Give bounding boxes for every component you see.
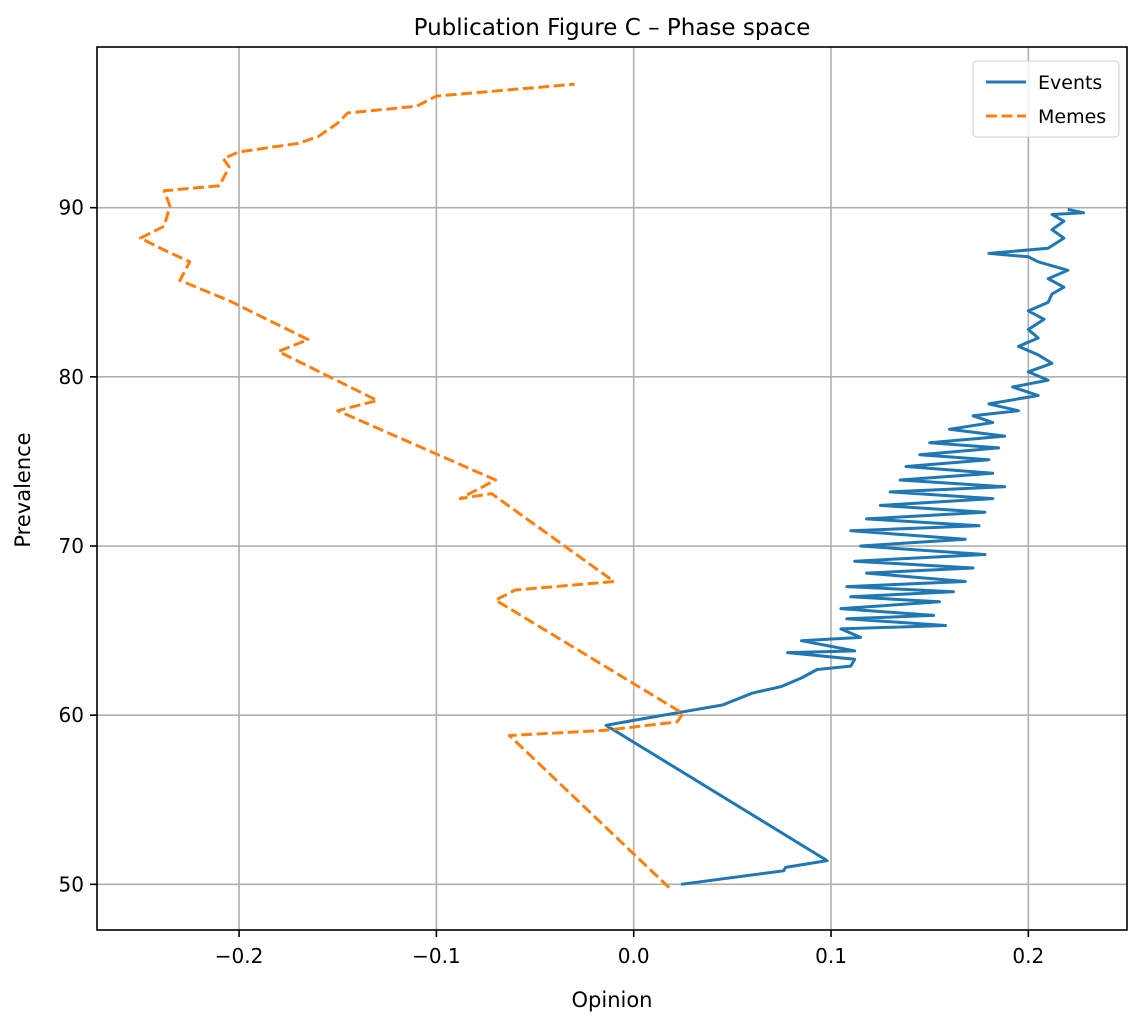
legend: Events Memes	[972, 60, 1120, 138]
chart-title: Publication Figure C – Phase space	[414, 15, 811, 41]
plot-frame	[96, 46, 1128, 931]
x-tick-label: 0.1	[815, 944, 847, 968]
x-tick-label: −0.2	[215, 944, 264, 968]
y-tick-label: 60	[59, 703, 84, 727]
series-line-memes	[138, 82, 685, 889]
y-tick-label: 50	[59, 872, 84, 896]
legend-label-events: Events	[1038, 72, 1102, 94]
y-tick-label: 90	[59, 196, 84, 220]
x-axis-label: Opinion	[572, 988, 653, 1012]
series-lines	[138, 82, 1086, 889]
x-tick-label: −0.1	[412, 944, 461, 968]
y-tick-label: 80	[59, 365, 84, 389]
x-tick-label: 0.0	[618, 944, 650, 968]
series-line-events	[604, 207, 1086, 886]
grid-lines	[97, 47, 1127, 930]
y-axis-ticks: 50 60 70 80 90	[59, 196, 97, 896]
x-tick-label: 0.2	[1012, 944, 1044, 968]
legend-label-memes: Memes	[1038, 106, 1106, 128]
legend-box	[972, 60, 1120, 138]
y-axis-label: Prevalence	[11, 432, 35, 547]
y-tick-label: 70	[59, 534, 84, 558]
x-axis-ticks: −0.2 −0.1 0.0 0.1 0.2	[215, 930, 1044, 968]
